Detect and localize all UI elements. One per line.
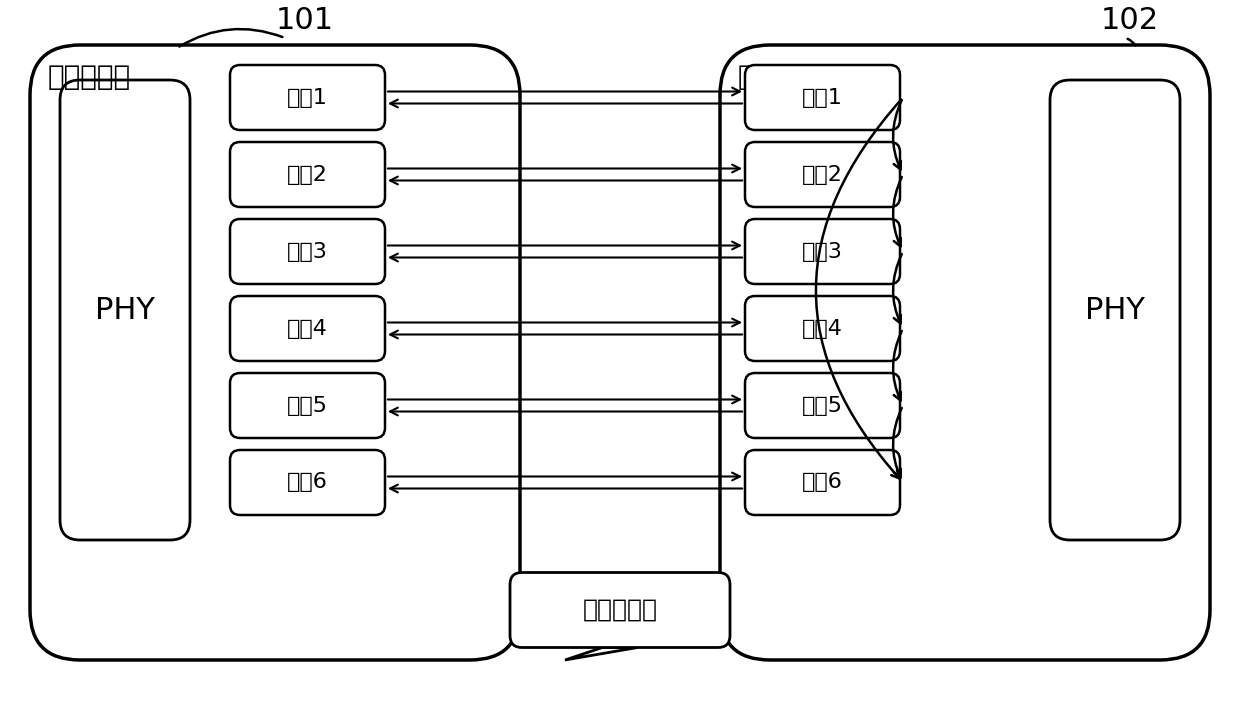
Text: 端口2: 端口2 bbox=[288, 164, 327, 184]
Text: 网络测试仪: 网络测试仪 bbox=[48, 63, 131, 91]
Text: PHY: PHY bbox=[1085, 295, 1145, 325]
Text: 端口5: 端口5 bbox=[286, 395, 329, 415]
FancyBboxPatch shape bbox=[512, 574, 728, 646]
FancyBboxPatch shape bbox=[745, 219, 900, 284]
FancyBboxPatch shape bbox=[720, 45, 1210, 660]
Text: 端口5: 端口5 bbox=[802, 395, 843, 415]
Text: 端口3: 端口3 bbox=[802, 242, 843, 262]
FancyBboxPatch shape bbox=[510, 573, 730, 648]
Text: 端口3: 端口3 bbox=[288, 242, 327, 262]
Polygon shape bbox=[565, 648, 637, 660]
FancyBboxPatch shape bbox=[229, 296, 384, 361]
Text: 端口6: 端口6 bbox=[802, 473, 843, 493]
FancyBboxPatch shape bbox=[745, 450, 900, 515]
Text: PHY: PHY bbox=[95, 295, 155, 325]
FancyBboxPatch shape bbox=[229, 142, 384, 207]
Text: 端口6: 端口6 bbox=[288, 473, 327, 493]
Text: 端口2: 端口2 bbox=[802, 164, 843, 184]
Text: 101: 101 bbox=[277, 6, 334, 34]
FancyBboxPatch shape bbox=[229, 65, 384, 130]
Text: 端口4: 端口4 bbox=[802, 318, 843, 338]
FancyBboxPatch shape bbox=[745, 142, 900, 207]
FancyBboxPatch shape bbox=[30, 45, 520, 660]
Text: 端口1: 端口1 bbox=[802, 87, 843, 107]
FancyBboxPatch shape bbox=[745, 65, 900, 130]
Text: 被测网络设备: 被测网络设备 bbox=[738, 63, 838, 91]
FancyBboxPatch shape bbox=[229, 373, 384, 438]
Text: 102: 102 bbox=[1101, 6, 1159, 34]
FancyBboxPatch shape bbox=[229, 219, 384, 284]
FancyBboxPatch shape bbox=[745, 373, 900, 438]
FancyBboxPatch shape bbox=[60, 80, 190, 540]
FancyBboxPatch shape bbox=[1050, 80, 1180, 540]
Text: 端口1: 端口1 bbox=[288, 87, 327, 107]
FancyBboxPatch shape bbox=[745, 296, 900, 361]
FancyBboxPatch shape bbox=[229, 450, 384, 515]
Text: 端口4: 端口4 bbox=[288, 318, 327, 338]
Text: 线缆或光纤: 线缆或光纤 bbox=[583, 598, 657, 622]
